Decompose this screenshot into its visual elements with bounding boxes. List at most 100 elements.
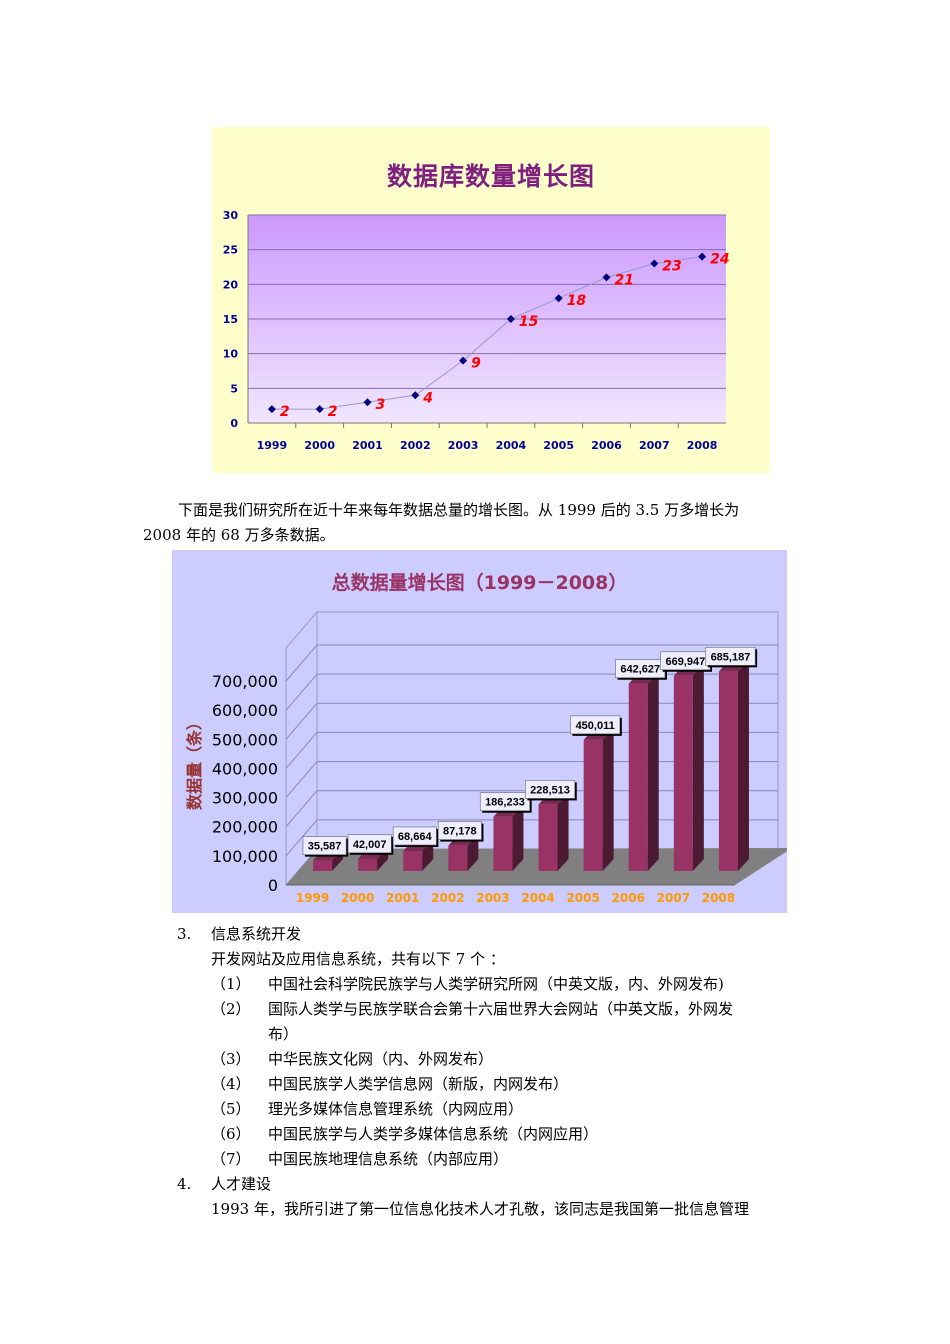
x-tick-label: 2005: [566, 891, 599, 905]
data-label: 2: [328, 404, 338, 420]
diamond-marker-icon: [698, 252, 707, 261]
data-label: 685,187: [711, 651, 751, 663]
x-tick-label: 1999: [296, 891, 329, 905]
system-item-text: 中国民族地理信息系统（内部应用）: [268, 1150, 509, 1168]
x-tick-label: 2002: [431, 891, 464, 905]
diamond-marker-icon: [506, 315, 515, 323]
system-item-text: 中国社会科学院民族学与人类学研究所网（中英文版，内、外网发布): [268, 975, 724, 993]
y-tick-label: 10: [223, 348, 239, 361]
data-label: 87,178: [443, 826, 477, 838]
bar: [628, 683, 648, 871]
bar: [358, 858, 378, 871]
system-item-text: 中国民族学人类学信息网（新版，内网发布）: [268, 1075, 569, 1093]
system-item-number: （5）: [211, 1100, 251, 1118]
y-tick-label: 0: [230, 417, 238, 430]
section-4-number: 4.: [177, 1175, 192, 1193]
data-label-box: [705, 647, 756, 666]
diamond-marker-icon: [267, 405, 276, 414]
data-label: 24: [710, 252, 729, 268]
x-tick-label: 2000: [341, 891, 374, 905]
y-tick-label: 400,000: [212, 759, 278, 778]
data-label: 642,627: [620, 664, 660, 676]
x-tick-label: 2001: [386, 891, 419, 905]
system-item-text: 理光多媒体信息管理系统（内网应用）: [268, 1100, 524, 1118]
data-label: 18: [567, 293, 587, 309]
total-data-bar-chart: 0 100,000 200,000 300,000 400,000 500,000 600,…: [172, 550, 792, 913]
y-axis-label: 数据量（条）: [185, 714, 204, 810]
x-tick-label: 2006: [612, 891, 645, 905]
data-label: 42,007: [353, 839, 387, 851]
y-tick-label: 300,000: [212, 789, 278, 808]
y-tick-label: 700,000: [212, 672, 278, 691]
system-item-number: （4）: [211, 1075, 251, 1093]
x-tick-label: 2004: [521, 891, 554, 905]
data-label: 450,011: [576, 720, 615, 732]
x-tick-label: 2003: [448, 439, 479, 452]
x-tick-label: 1999: [257, 439, 288, 452]
system-item-number: （7）: [211, 1150, 251, 1168]
bar: [538, 804, 558, 871]
y-tick-label: 20: [223, 278, 239, 291]
system-item-number: （6）: [211, 1125, 251, 1143]
database-count-line-chart: 0 5 10 15 20 25 30 2 1999 2 2000 3 2001 4 2002 9 2003 15 2…: [212, 127, 770, 473]
chart-title: 总数据量增长图（1999－2008）: [331, 572, 628, 594]
system-item-number: （3）: [211, 1050, 251, 1068]
data-label-box: [479, 792, 530, 812]
bar: [493, 816, 513, 871]
diamond-marker-icon: [315, 405, 324, 414]
paragraph-line-1: 下面是我们研究所在近十年来每年数据总量的增长图。从 1999 后的 3.5 万多…: [178, 501, 740, 519]
section-4-heading: 人才建设: [211, 1175, 272, 1193]
data-label: 186,233: [485, 797, 525, 809]
x-tick-label: 2003: [476, 891, 509, 905]
system-item-number: （1）: [211, 975, 251, 993]
bar-chart-canvas: 0 100,000 200,000 300,000 400,000 500,000 600,…: [185, 610, 792, 905]
y-tick-label: 15: [223, 313, 238, 326]
x-tick-label: 2002: [400, 439, 431, 452]
data-label-box: [302, 836, 347, 855]
data-label-box: [347, 834, 392, 854]
bar: [583, 739, 603, 871]
diamond-marker-icon: [411, 391, 420, 400]
x-tick-label: 2008: [702, 891, 735, 905]
data-label-box: [437, 821, 482, 840]
x-tick-label: 2005: [543, 439, 574, 452]
y-tick-label: 500,000: [212, 730, 278, 749]
diamond-marker-icon: [363, 398, 372, 407]
x-tick-label: 2006: [591, 439, 622, 452]
diamond-marker-icon: [602, 273, 611, 282]
data-label: 68,664: [398, 831, 433, 843]
chart-title: 数据库数量增长图: [386, 162, 595, 191]
x-tick-label: 2001: [352, 439, 383, 452]
side-wall: [285, 610, 318, 887]
system-item-text: 中华民族文化网（内、外网发布）: [268, 1050, 494, 1068]
bar: [673, 675, 693, 871]
y-tick-label: 600,000: [212, 701, 278, 720]
section-4-text: 1993 年，我所引进了第一位信息化技术人才孔敬，该同志是我国第一批信息管理: [211, 1200, 749, 1218]
x-tick-label: 2000: [304, 439, 335, 452]
section-3-heading: 信息系统开发: [211, 925, 302, 943]
x-tick-label: 2008: [687, 439, 718, 452]
data-label: 15: [519, 314, 539, 330]
data-label: 35,587: [308, 841, 342, 853]
y-tick-label: 100,000: [212, 847, 278, 866]
section-3-number: 3.: [177, 925, 192, 943]
x-tick-label: 2007: [657, 891, 690, 905]
y-tick-label: 0: [268, 876, 278, 895]
data-label: 669,947: [665, 656, 705, 668]
data-line: [271, 256, 703, 410]
data-label-box: [570, 715, 621, 735]
y-tick-label: 30: [223, 209, 239, 222]
data-label: 4: [422, 390, 433, 406]
data-label: 228,513: [530, 784, 570, 796]
bar: [403, 850, 423, 871]
y-tick-label: 25: [223, 244, 238, 257]
y-tick-label: 200,000: [212, 818, 278, 837]
diamond-marker-icon: [650, 259, 659, 268]
diamond-marker-icon: [554, 294, 563, 303]
bar: [313, 860, 333, 871]
bar: [718, 671, 738, 871]
data-label-box: [525, 780, 576, 799]
data-label: 9: [471, 356, 481, 372]
section-3-intro: 开发网站及应用信息系统，共有以下 7 个 ：: [211, 950, 505, 968]
system-item-text-cont: 布）: [268, 1025, 299, 1043]
